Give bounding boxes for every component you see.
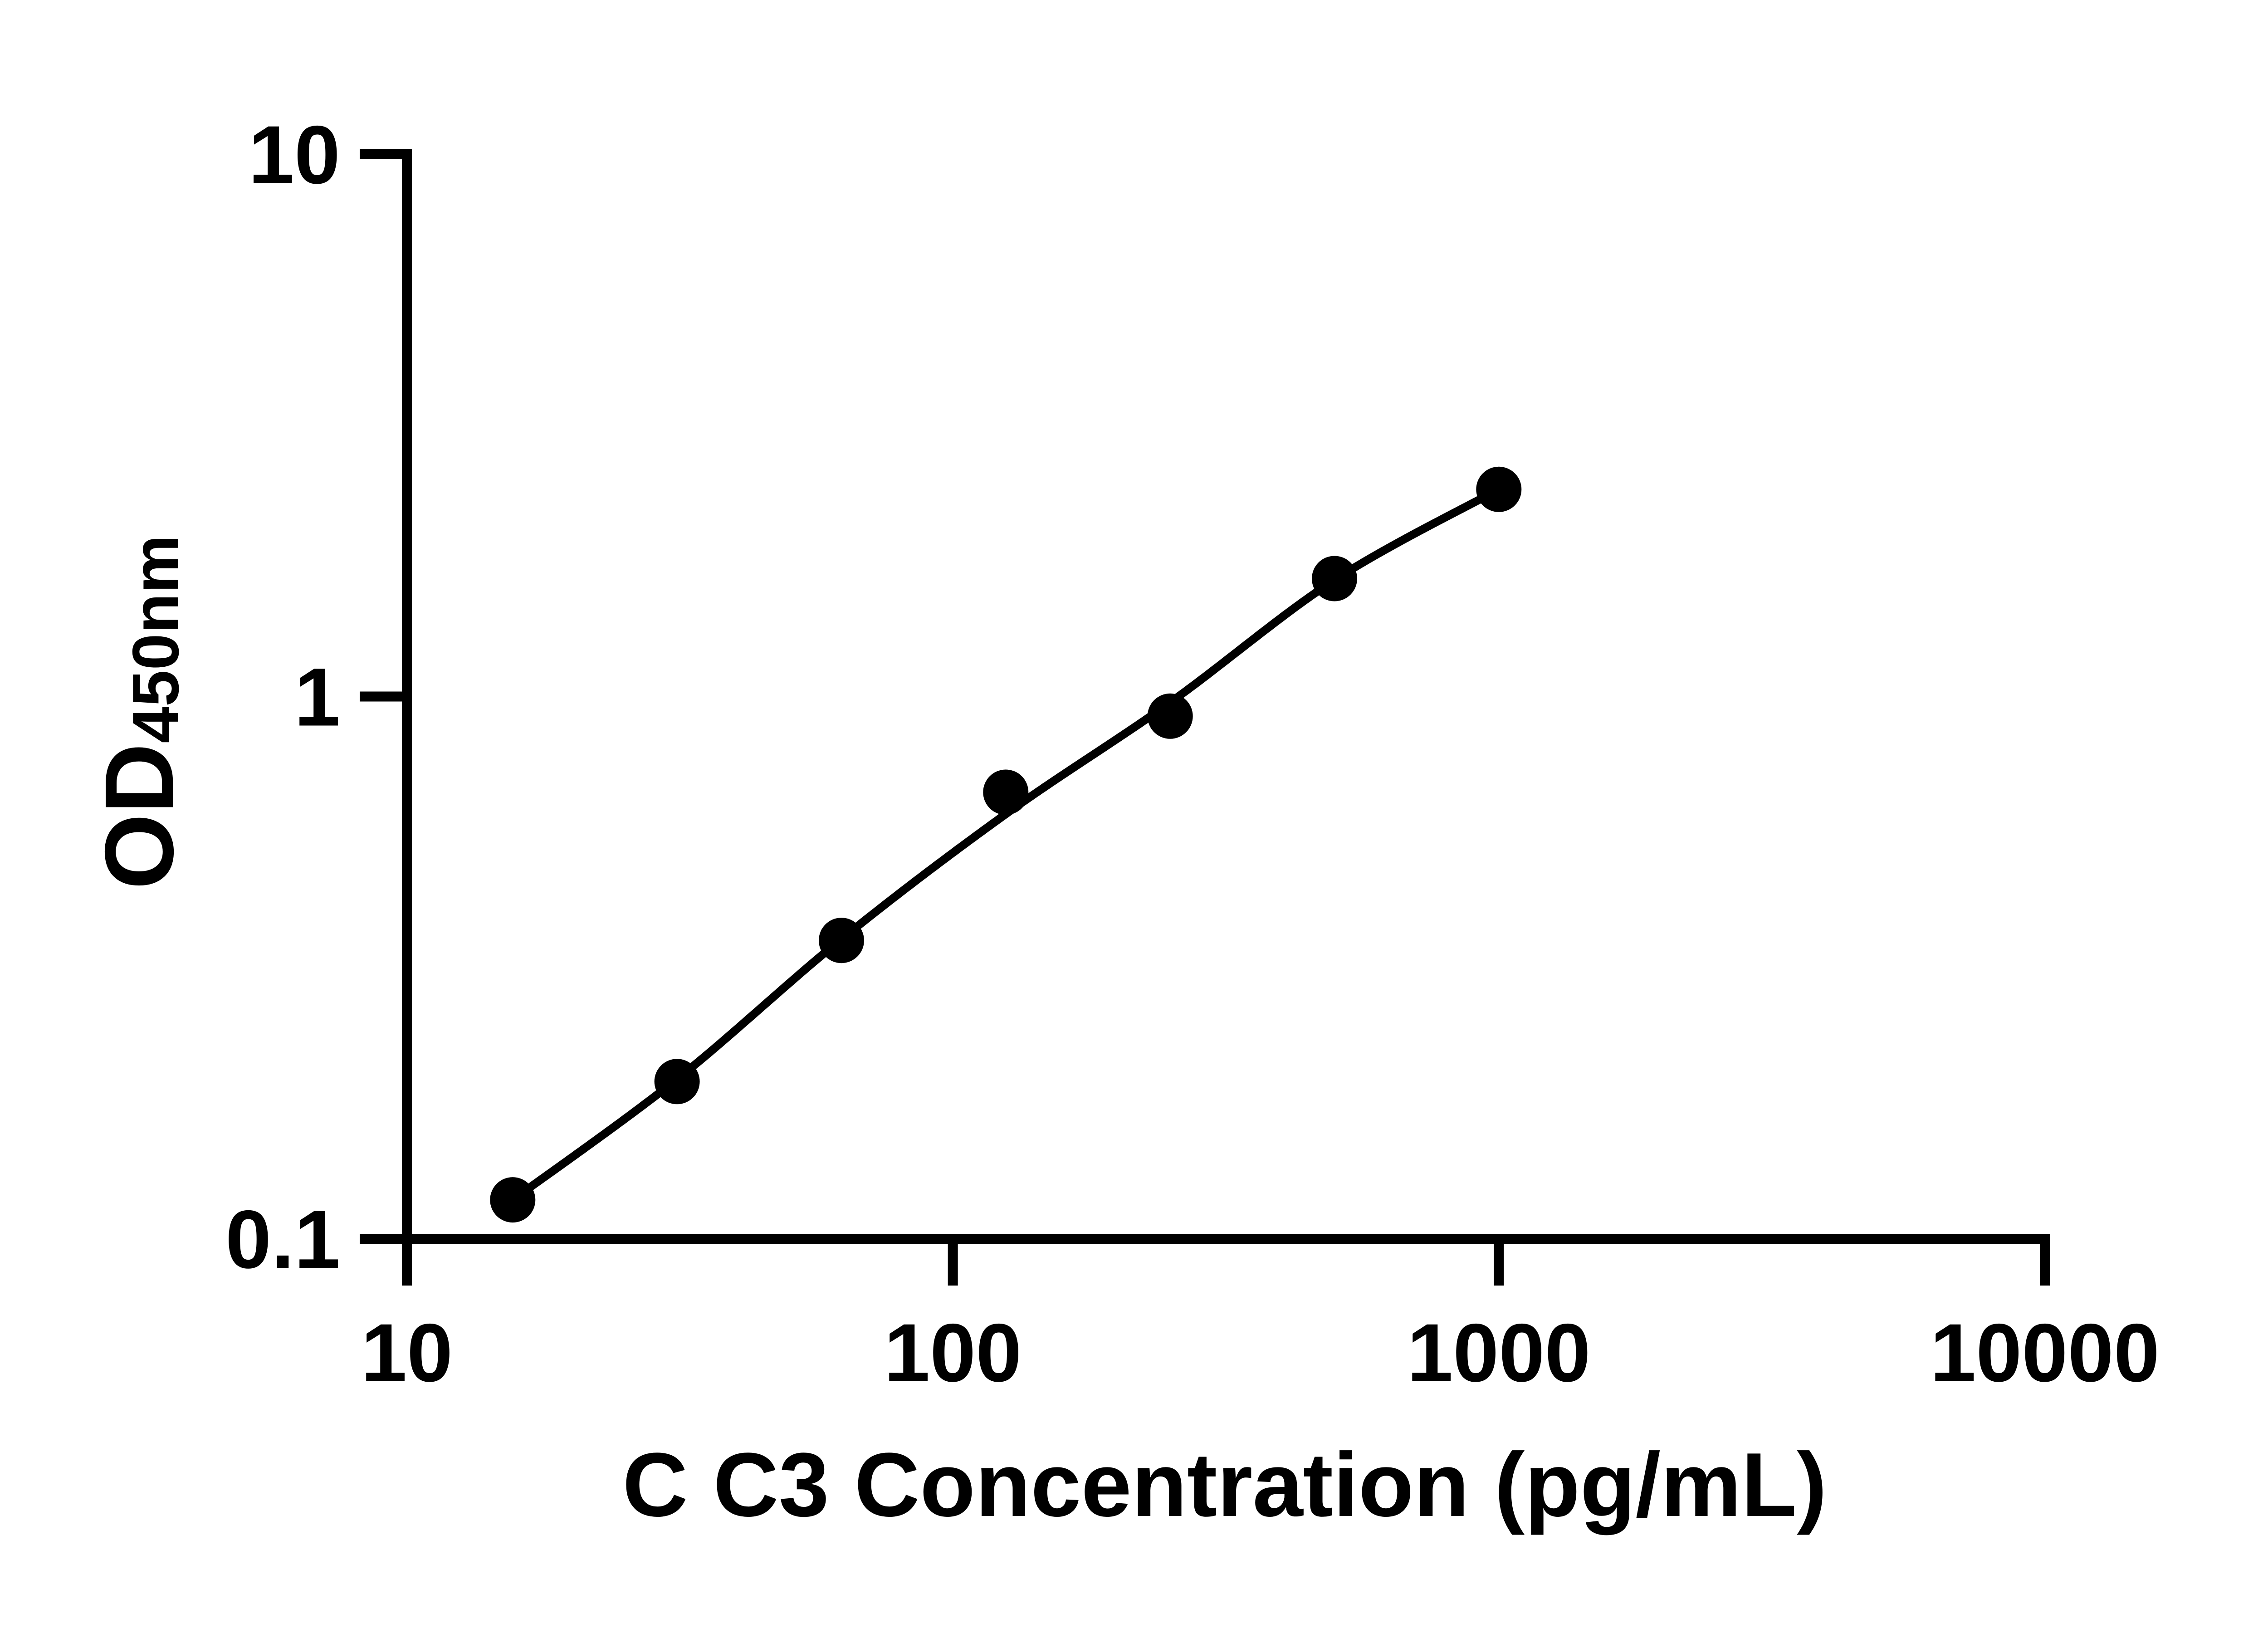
x-tick-label: 10000 bbox=[1930, 1306, 2160, 1399]
y-tick-label: 10 bbox=[249, 108, 340, 201]
x-tick-label: 10 bbox=[361, 1306, 453, 1399]
od-subscript-label: 450nm bbox=[119, 535, 192, 743]
data-point-group bbox=[490, 466, 1522, 1223]
y-axis-title: OD450nm bbox=[84, 535, 194, 890]
data-point bbox=[490, 1177, 536, 1223]
data-point bbox=[1147, 693, 1193, 739]
data-point bbox=[1312, 556, 1357, 601]
data-point bbox=[1476, 466, 1522, 512]
y-tick-label: 0.1 bbox=[225, 1193, 340, 1286]
x-tick-label-group: 10 100 1000 10000 bbox=[361, 1306, 2160, 1399]
data-point bbox=[819, 918, 864, 963]
data-point bbox=[983, 769, 1029, 815]
y-tick-label: 1 bbox=[294, 651, 340, 743]
data-point bbox=[654, 1059, 700, 1105]
x-tick-label: 100 bbox=[884, 1306, 1022, 1399]
y-tick-label-group: 0.1 1 10 bbox=[225, 108, 340, 1286]
x-tick-group bbox=[402, 1239, 2050, 1286]
x-axis-title: C C3 Concentration (pg/mL) bbox=[622, 1434, 1827, 1535]
x-tick-label: 1000 bbox=[1407, 1306, 1591, 1399]
y-tick-group bbox=[360, 149, 407, 1244]
od-label: OD bbox=[84, 743, 194, 890]
